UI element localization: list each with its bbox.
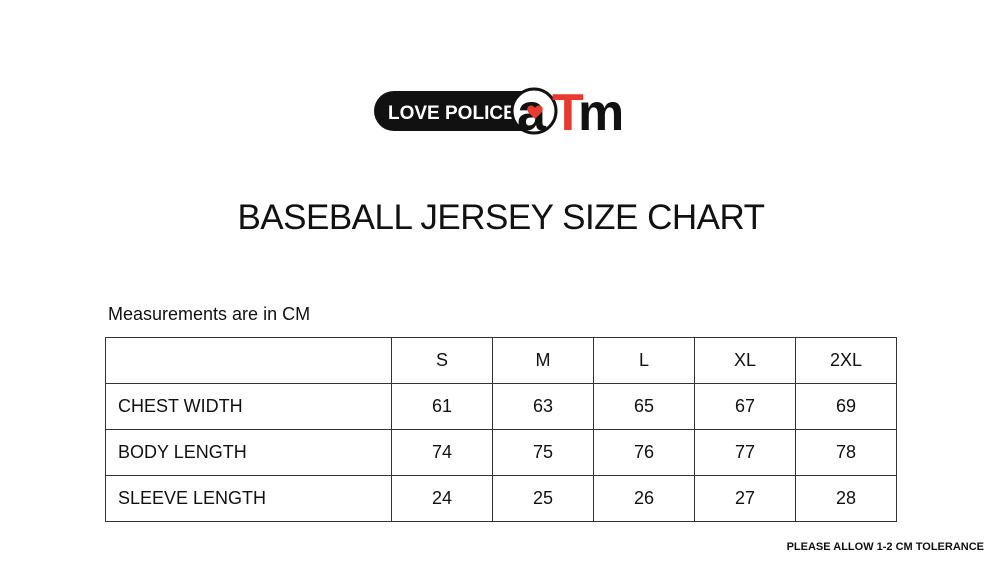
title: BASEBALL JERSEY SIZE CHART: [237, 198, 765, 237]
size-header: M: [492, 337, 594, 384]
row-label: SLEEVE LENGTH: [105, 475, 392, 522]
size-table: S M L XL 2XL CHEST WIDTH 61 63 65 67 69 BODY LENGTH…: [105, 337, 897, 522]
value-cell: 78: [795, 429, 897, 476]
logo-heart: [527, 105, 543, 119]
value-cell: 69: [795, 383, 897, 430]
logo-t: T: [552, 84, 584, 142]
value-cell: 67: [694, 383, 796, 430]
value-cell: 77: [694, 429, 796, 476]
measure-row: BODY LENGTH 74 75 76 77 78: [105, 429, 897, 476]
value-cell: 61: [391, 383, 493, 430]
corner-cell: [105, 337, 392, 384]
measure-row: CHEST WIDTH 61 63 65 67 69: [105, 383, 897, 430]
logo: LOVE POLICE a T m: [374, 84, 624, 142]
row-label: BODY LENGTH: [105, 429, 392, 476]
size-header: 2XL: [795, 337, 897, 384]
value-cell: 65: [593, 383, 695, 430]
note: Measurements are in CM: [108, 304, 311, 324]
header-row: S M L XL 2XL: [105, 337, 897, 384]
logo-brand: LOVE POLICE: [388, 103, 516, 124]
value-cell: 24: [391, 475, 493, 522]
row-label: CHEST WIDTH: [105, 383, 392, 430]
size-header: L: [593, 337, 695, 384]
value-cell: 63: [492, 383, 594, 430]
value-cell: 26: [593, 475, 695, 522]
value-cell: 74: [391, 429, 493, 476]
table-body: S M L XL 2XL CHEST WIDTH 61 63 65 67 69 BODY LENGTH…: [105, 337, 897, 522]
measure-row: SLEEVE LENGTH 24 25 26 27 28: [105, 475, 897, 522]
logo-m: m: [578, 84, 624, 142]
value-cell: 75: [492, 429, 594, 476]
size-header: XL: [694, 337, 796, 384]
value-cell: 28: [795, 475, 897, 522]
value-cell: 27: [694, 475, 796, 522]
value-cell: 25: [492, 475, 594, 522]
value-cell: 76: [593, 429, 695, 476]
footer: PLEASE ALLOW 1-2 CM TOLERANCE: [786, 541, 984, 553]
logo-pill: [374, 91, 542, 131]
size-header: S: [391, 337, 493, 384]
